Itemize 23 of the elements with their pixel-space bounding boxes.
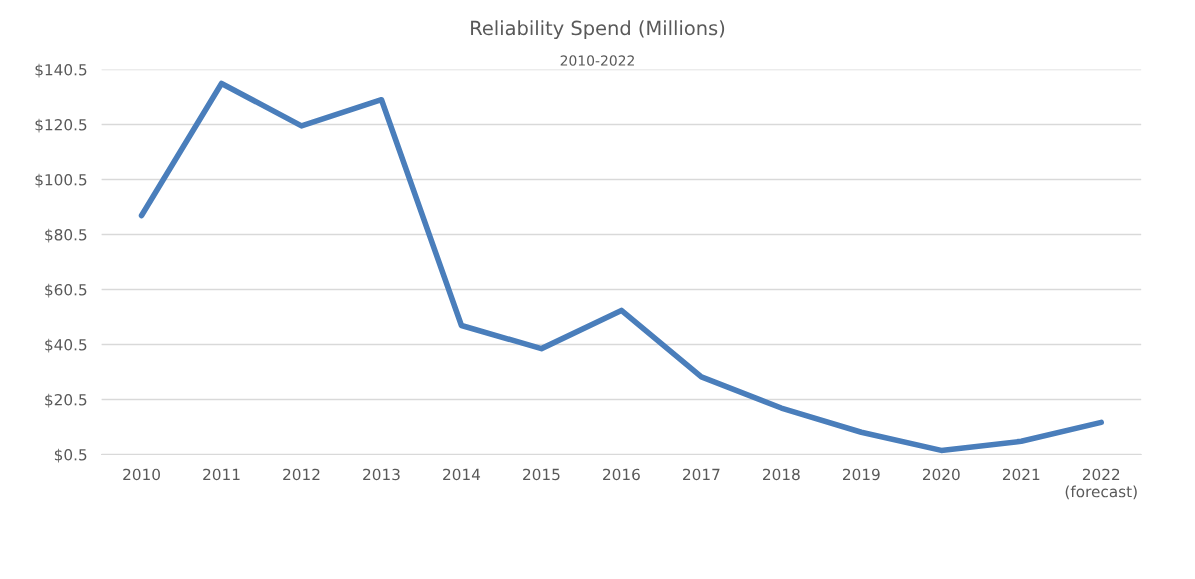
y-tick-label: $100.5 [35, 173, 87, 188]
x-tick-label: 2017 [683, 468, 720, 481]
y-tick-label: $140.5 [35, 63, 87, 78]
y-tick-label: $0.5 [54, 448, 87, 463]
x-tick-label: 2020 [922, 468, 960, 481]
x-tick-label: 2021 [1002, 468, 1040, 481]
x-tick-label: 2013 [363, 468, 400, 481]
y-tick-label: $60.5 [45, 283, 87, 298]
y-tick-label: $40.5 [45, 338, 87, 353]
x-tick-label: 2018 [763, 468, 800, 481]
x-tick-label: 2012 [283, 468, 320, 481]
chart-subtitle: 2010-2022 [560, 55, 634, 66]
x-tick-label: 2019 [843, 468, 880, 481]
y-tick-label: $120.5 [35, 118, 87, 133]
x-tick-label: 2014 [443, 468, 481, 481]
x-tick-label: 2016 [603, 468, 640, 481]
chart-title: Reliability Spend (Millions) [471, 20, 725, 40]
x-tick-label: 2011 [203, 468, 240, 481]
x-tick-label: 2022 (forecast) [1065, 468, 1137, 500]
x-tick-label: 2010 [123, 468, 160, 481]
y-tick-label: $20.5 [45, 393, 87, 408]
y-tick-label: $80.5 [45, 228, 87, 243]
x-tick-label: 2015 [523, 468, 560, 481]
